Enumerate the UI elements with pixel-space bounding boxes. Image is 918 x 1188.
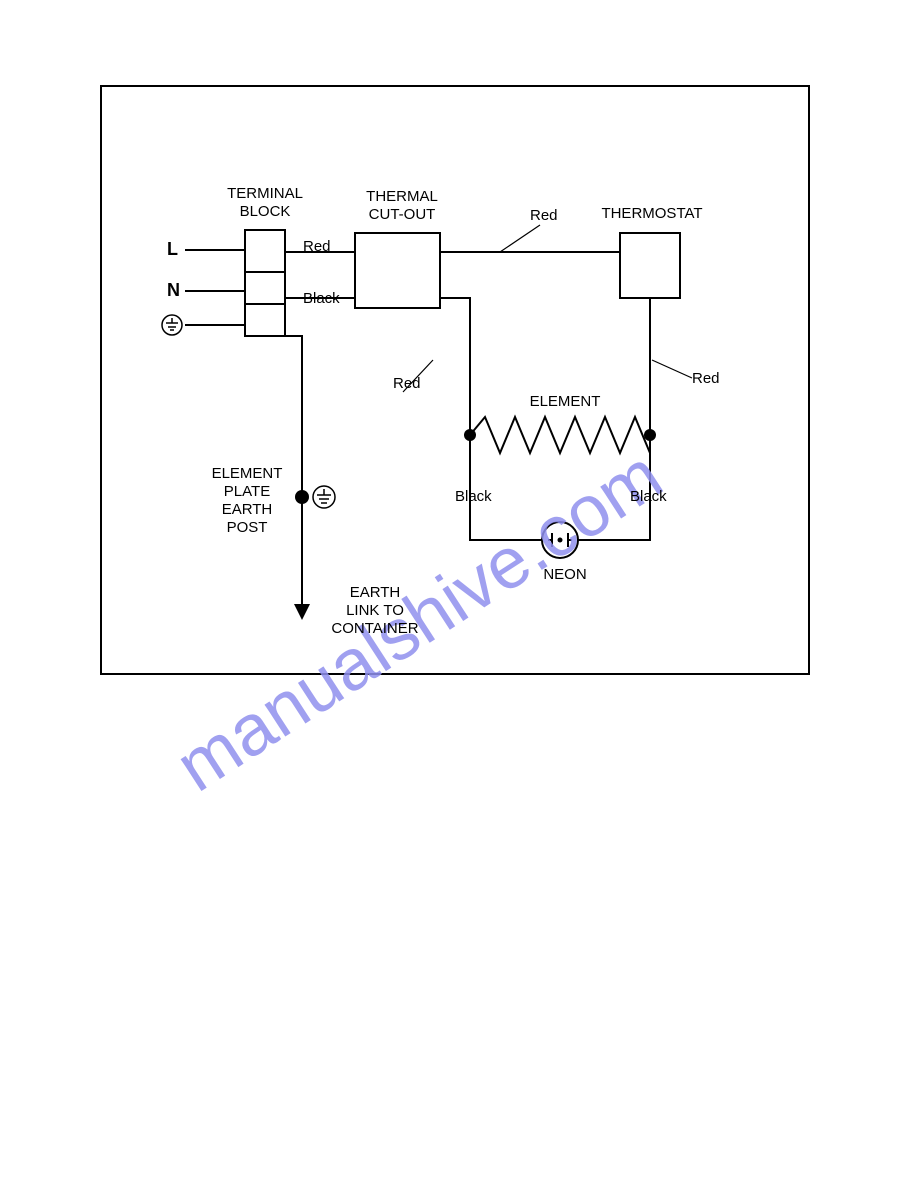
element-label: ELEMENT bbox=[520, 393, 610, 411]
diagram-svg bbox=[0, 0, 918, 1188]
input-L-label: L bbox=[167, 239, 178, 261]
earth-link-label: EARTH LINK TO CONTAINER bbox=[320, 584, 430, 638]
earth-post-label: ELEMENT PLATE EARTH POST bbox=[207, 465, 287, 537]
thermostat-label: THERMOSTAT bbox=[592, 205, 712, 223]
wire-label-black1: Black bbox=[303, 290, 340, 308]
wire-label-red3: Red bbox=[393, 375, 421, 393]
thermal-cutout-label: THERMAL CUT-OUT bbox=[352, 188, 452, 224]
wire-label-red2: Red bbox=[530, 207, 558, 225]
terminal-block-label: TERMINAL BLOCK bbox=[215, 185, 315, 221]
wire-label-black3: Black bbox=[630, 488, 667, 506]
neon-label: NEON bbox=[535, 566, 595, 584]
input-N-label: N bbox=[167, 280, 180, 302]
wire-label-red1: Red bbox=[303, 238, 331, 256]
wire-label-red4: Red bbox=[692, 370, 720, 388]
wire-label-black2: Black bbox=[455, 488, 492, 506]
